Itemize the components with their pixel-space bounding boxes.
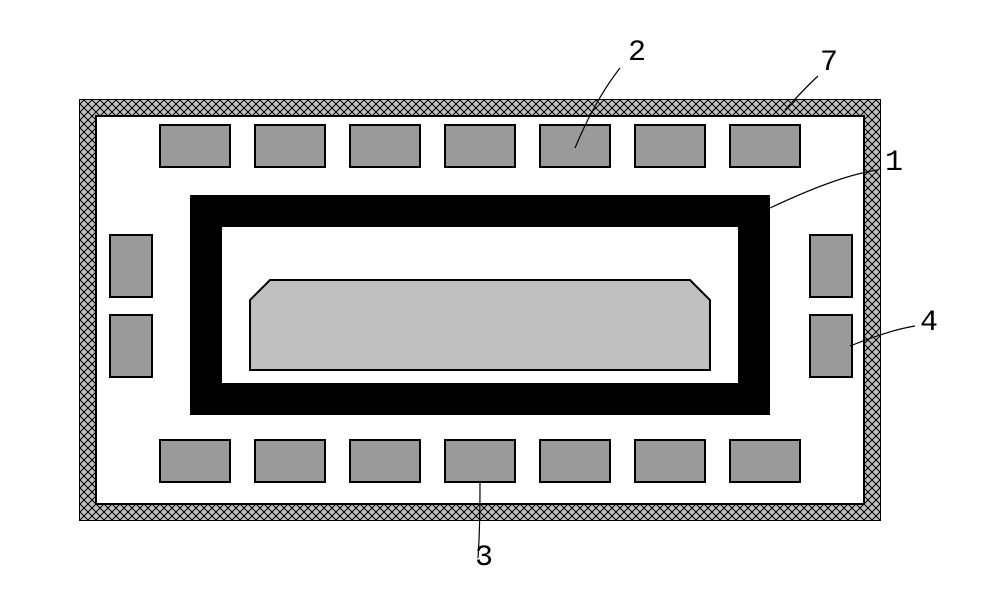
pad-top-0 (160, 125, 230, 167)
leader-4 (850, 326, 915, 346)
pad-bottom-2 (350, 440, 420, 482)
diagram-container: 2 7 1 4 3 (20, 20, 980, 572)
pad-top-6 (730, 125, 800, 167)
leader-1 (770, 170, 878, 208)
pad-left-0 (110, 235, 152, 297)
pad-bottom-0 (160, 440, 230, 482)
callout-label-1: 1 (885, 146, 903, 180)
pad-top-3 (445, 125, 515, 167)
pad-top-4 (540, 125, 610, 167)
callout-label-3: 3 (475, 541, 493, 572)
pad-right-0 (810, 235, 852, 297)
pad-bottom-1 (255, 440, 325, 482)
diagram-svg: 2 7 1 4 3 (20, 20, 980, 572)
center-block (250, 280, 710, 370)
pad-top-1 (255, 125, 325, 167)
pad-bottom-4 (540, 440, 610, 482)
pad-left-1 (110, 315, 152, 377)
pad-bottom-3 (445, 440, 515, 482)
pad-right-1 (810, 315, 852, 377)
pad-bottom-5 (635, 440, 705, 482)
callout-label-7: 7 (820, 46, 838, 80)
pad-bottom-6 (730, 440, 800, 482)
pad-top-2 (350, 125, 420, 167)
callout-label-2: 2 (628, 36, 646, 70)
pad-top-5 (635, 125, 705, 167)
callout-label-4: 4 (920, 306, 938, 340)
